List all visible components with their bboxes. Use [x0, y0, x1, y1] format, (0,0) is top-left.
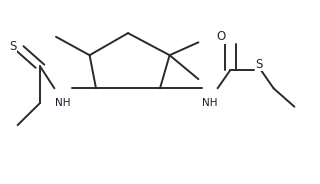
Text: O: O [216, 30, 225, 43]
Text: S: S [255, 58, 263, 71]
Text: S: S [9, 40, 17, 52]
Text: NH: NH [55, 98, 70, 108]
Text: NH: NH [202, 98, 217, 108]
